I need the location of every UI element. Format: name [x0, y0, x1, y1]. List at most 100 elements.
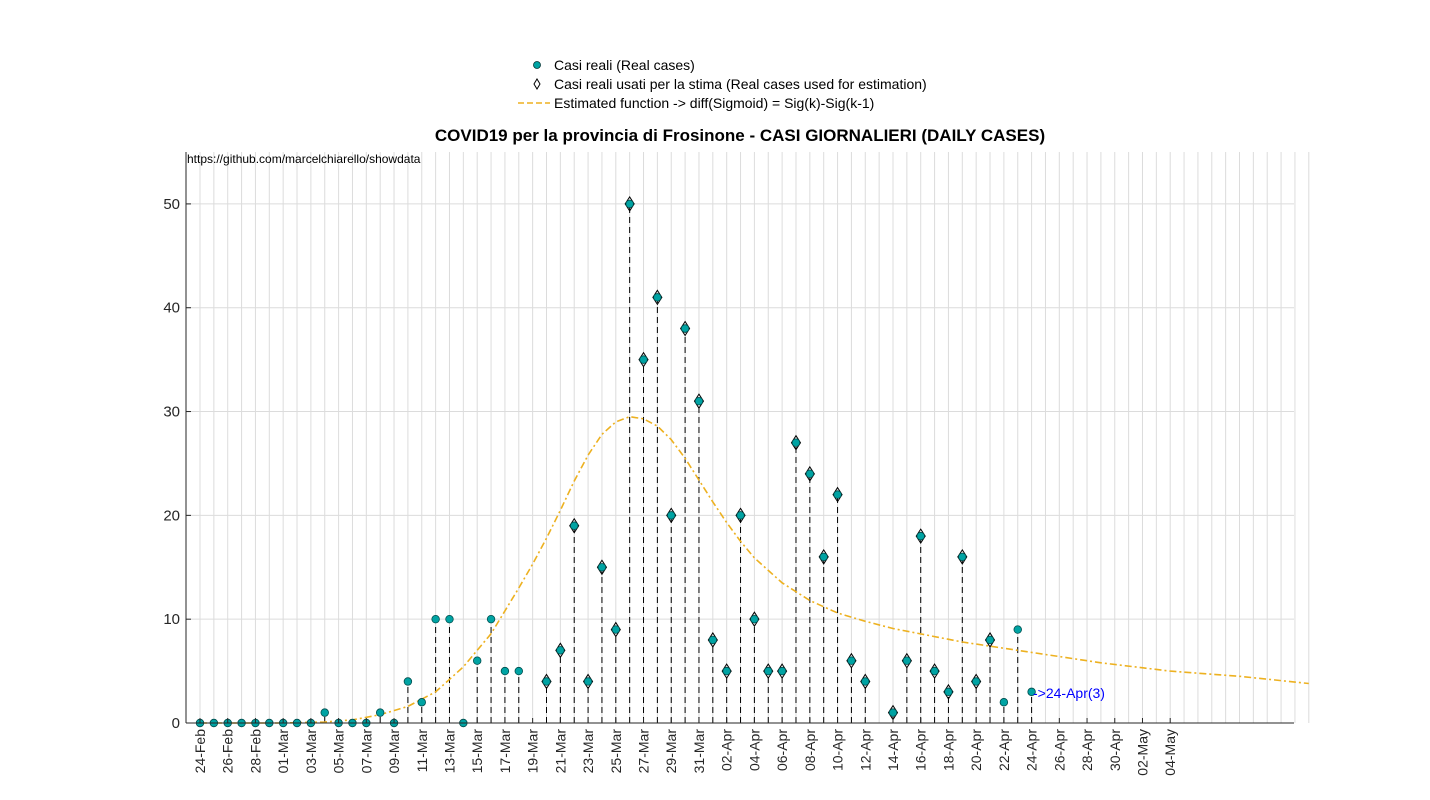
x-tick-label: 08-Apr [802, 729, 818, 771]
y-tick-label: 10 [163, 611, 180, 628]
stem-lines [324, 203, 1033, 723]
legend-label-real: Casi reali (Real cases) [554, 57, 695, 73]
x-tick-label: 13-Mar [441, 729, 457, 774]
y-tick-label: 0 [172, 715, 180, 732]
real-case-point [514, 666, 523, 676]
x-tick-label: 09-Mar [386, 729, 402, 774]
x-tick-label: 11-Mar [414, 729, 430, 773]
real-case-point [486, 614, 496, 624]
x-tick-label: 23-Mar [580, 729, 596, 774]
estimated-function-line [200, 415, 1309, 724]
source-note: https://github.com/marcelchiarello/showd… [187, 152, 421, 166]
real-case-point [902, 656, 912, 665]
x-tick-label: 26-Apr [1051, 729, 1067, 771]
x-tick-label: 07-Mar [358, 729, 374, 774]
real-case-point [750, 614, 759, 624]
real-case-point [611, 625, 620, 634]
real-case-point [667, 511, 676, 520]
real-case-point [570, 521, 579, 530]
real-case-point [1013, 625, 1022, 634]
x-tick-label: 21-Mar [552, 729, 568, 774]
x-tick-label: 04-Apr [746, 729, 762, 771]
real-case-point [680, 324, 690, 333]
x-tick-label: 06-Apr [774, 729, 790, 771]
real-case-point [861, 677, 870, 686]
estimated-curve [200, 415, 1309, 724]
chart-title: COVID19 per la provincia di Frosinone - … [435, 126, 1045, 145]
x-tick-label: 02-Apr [719, 729, 735, 771]
x-tick-label: 18-Apr [940, 729, 956, 771]
real-case-point [653, 293, 662, 302]
x-tick-label: 03-Mar [303, 729, 319, 774]
real-case-point [625, 199, 634, 209]
real-case-point [639, 355, 648, 364]
x-tick-label: 27-Mar [636, 729, 652, 774]
real-case-point [847, 656, 856, 665]
x-tick-label: 12-Apr [857, 729, 873, 771]
real-case-point [375, 708, 385, 717]
real-case-point [445, 614, 454, 624]
real-case-point [542, 677, 551, 686]
real-case-point [819, 552, 828, 562]
real-case-point [888, 708, 898, 717]
y-tick-label: 40 [163, 300, 180, 317]
x-tick-label: 20-Apr [968, 729, 984, 771]
legend-marker-estimation [533, 78, 541, 90]
real-case-point [694, 396, 704, 406]
x-tick-label: 24-Feb [192, 729, 208, 774]
last-value-annotation: ->24-Apr(3) [1033, 685, 1105, 701]
real-case-point [431, 614, 440, 624]
real-case-point [833, 490, 842, 499]
real-case-point [736, 511, 745, 520]
real-case-point [958, 552, 967, 562]
x-tick-label: 15-Mar [469, 729, 485, 774]
real-case-point [930, 666, 939, 676]
x-tick-label: 30-Apr [1107, 729, 1123, 771]
real-case-point [805, 469, 815, 479]
x-tick-label: 14-Apr [885, 729, 901, 771]
legend-label-estimation: Casi reali usati per la stima (Real case… [554, 76, 927, 92]
real-case-point [500, 666, 510, 676]
x-tick-label: 28-Feb [247, 729, 263, 774]
x-tick-label: 22-Apr [996, 729, 1012, 771]
x-tick-label: 26-Feb [220, 729, 236, 774]
x-tick-label: 24-Apr [1024, 729, 1040, 771]
axes: 0 10 20 30 40 50 24-Feb 26-Feb 28-Feb 01-Mar 03-Ma… [163, 152, 1294, 776]
x-tick-label: 28-Apr [1079, 729, 1095, 771]
legend-label-curve: Estimated function -> diff(Sigmoid) = Si… [554, 95, 874, 111]
y-tick-label: 30 [163, 404, 180, 421]
real-case-point [1027, 687, 1036, 697]
x-tick-label: 29-Mar [663, 729, 679, 774]
real-case-point [708, 635, 718, 645]
real-case-point [999, 698, 1009, 707]
real-case-point [777, 666, 787, 676]
real-case-point [403, 677, 413, 686]
x-tick-label: 01-Mar [275, 729, 291, 774]
real-case-point [583, 677, 593, 686]
real-case-point [791, 438, 801, 447]
real-case-point [556, 646, 565, 655]
real-case-point [971, 677, 981, 686]
real-case-point [944, 687, 953, 697]
real-case-point [722, 666, 731, 676]
real-case-point [320, 708, 329, 717]
x-tick-label: 31-Mar [691, 729, 707, 774]
legend-marker-real [533, 61, 541, 69]
x-tick-label: 10-Apr [830, 729, 846, 771]
x-tick-label: 25-Mar [608, 729, 624, 774]
real-case-point [597, 563, 607, 572]
legend: Casi reali (Real cases) Casi reali usati… [518, 57, 927, 111]
x-tick-label: 04-May [1162, 729, 1178, 776]
x-tick-label: 05-Mar [331, 729, 347, 774]
x-tick-label: 02-May [1134, 729, 1150, 776]
plot-area [186, 152, 1294, 723]
real-case-point [417, 698, 426, 707]
y-tick-label: 50 [163, 196, 180, 213]
x-tick-label: 19-Mar [525, 729, 541, 774]
real-case-point [985, 635, 995, 645]
real-case-point [764, 666, 773, 676]
x-tick-label: 17-Mar [497, 729, 513, 774]
y-tick-label: 20 [163, 507, 180, 524]
data-points [195, 195, 1036, 728]
